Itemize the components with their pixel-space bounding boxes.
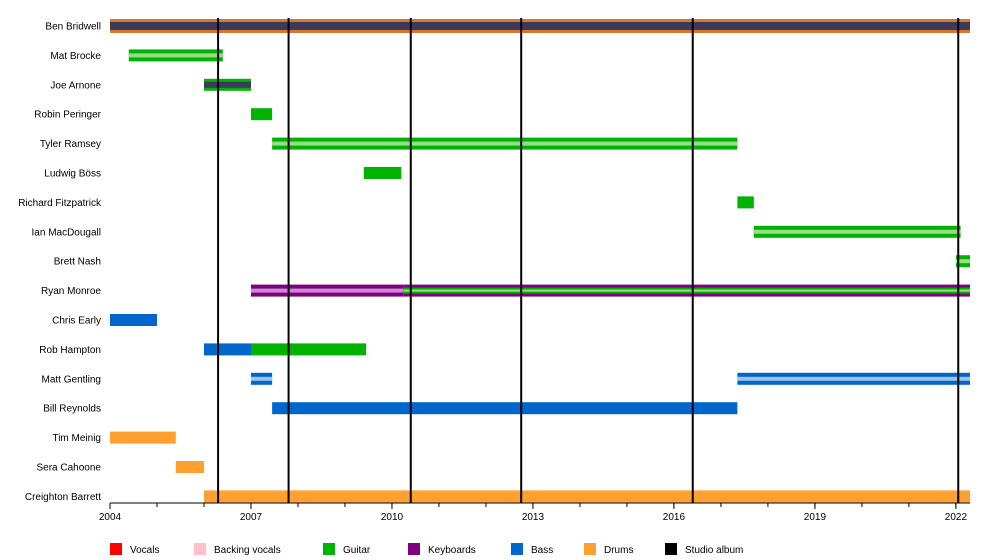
x-tick-label: 2022 [945, 512, 968, 523]
member-labels: Ben Bridwell Mat Brocke Joe Arnone Robin Pe… [18, 22, 102, 503]
member-bar [272, 137, 738, 150]
legend-swatch [511, 543, 523, 555]
member-bar [272, 402, 738, 415]
legend-swatch [665, 543, 677, 555]
studio-album-lines [217, 18, 960, 503]
member-bar [737, 196, 754, 209]
member-bar [203, 343, 251, 356]
member-bar [737, 372, 970, 385]
legend-label: Drums [604, 545, 633, 556]
member-label: Tim Meinig [52, 433, 101, 444]
member-label: Rob Hampton [39, 345, 101, 356]
member-label: Brett Nash [54, 257, 101, 268]
member-bar [175, 461, 204, 473]
member-bar [203, 490, 970, 503]
member-label: Bill Reynolds [43, 404, 101, 415]
x-tick-label: 2019 [804, 512, 827, 523]
legend-swatch [584, 543, 596, 555]
member-label: Ben Bridwell [45, 22, 101, 33]
member-bar [128, 49, 223, 62]
member-bar [250, 343, 367, 356]
x-tick-label: 2013 [522, 512, 545, 523]
legend-swatch [110, 543, 122, 555]
legend-swatch [323, 543, 335, 555]
legend: Vocals Backing vocals Guitar Keyboards Bass D… [110, 543, 743, 556]
x-tick-label: 2016 [663, 512, 686, 523]
member-label: Tyler Ramsey [40, 139, 101, 150]
member-bar [250, 108, 273, 121]
legend-label: Bass [531, 545, 553, 556]
member-label: Robin Peringer [34, 110, 101, 121]
member-bar [110, 314, 157, 326]
legend-label: Backing vocals [214, 545, 281, 556]
member-label: Joe Arnone [50, 80, 101, 91]
member-bar [110, 431, 176, 444]
x-tick-label: 2007 [240, 512, 263, 523]
member-label: Creighton Barrett [25, 492, 101, 503]
member-label: Ian MacDougall [32, 227, 101, 238]
legend-swatch [194, 543, 206, 555]
member-label: Mat Brocke [50, 51, 101, 62]
member-label: Ludwig Böss [44, 169, 101, 180]
member-label: Ryan Monroe [41, 286, 101, 297]
legend-label: Keyboards [428, 545, 476, 556]
legend-label: Vocals [130, 545, 159, 556]
x-tick-label: 2004 [99, 512, 122, 523]
member-bar [250, 284, 404, 297]
member-label: Richard Fitzpatrick [18, 198, 102, 209]
member-bar [250, 372, 273, 385]
member-bar [363, 167, 402, 179]
member-bar [403, 284, 971, 297]
member-label: Chris Early [52, 316, 101, 327]
x-axis: 2004 2007 2010 2013 2016 2019 2022 [99, 502, 970, 523]
member-label: Sera Cahoone [37, 463, 102, 474]
member-bars [110, 19, 971, 503]
legend-swatch [408, 543, 420, 555]
member-bar [110, 19, 970, 33]
member-bar [955, 255, 970, 268]
legend-label: Studio album [685, 545, 743, 556]
member-label: Matt Gentling [42, 374, 101, 385]
member-bar [203, 78, 251, 91]
member-bar [753, 225, 961, 238]
x-tick-label: 2010 [381, 512, 404, 523]
legend-label: Guitar [343, 545, 371, 556]
